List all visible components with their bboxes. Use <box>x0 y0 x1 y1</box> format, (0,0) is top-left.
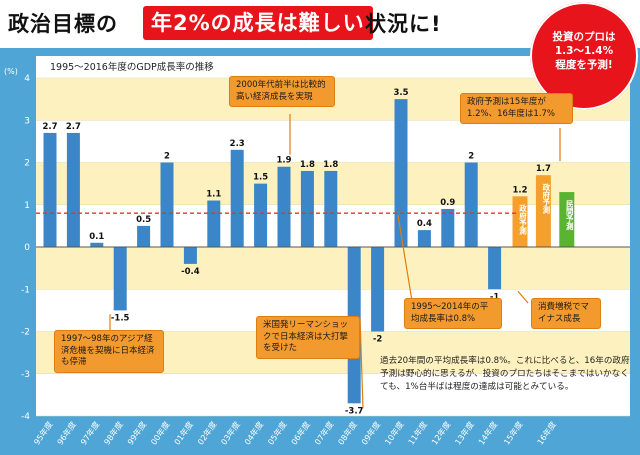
bar <box>66 132 80 247</box>
bar <box>371 247 385 332</box>
bar <box>464 162 478 247</box>
callout-pointer <box>359 317 364 409</box>
bar <box>160 162 174 247</box>
callout-average: 1995～2014年の平均成長率は0.8% <box>404 298 502 329</box>
bar <box>137 225 151 247</box>
title-highlight: 年2%の成長は難しい <box>143 6 373 40</box>
forecast-bar <box>512 196 528 247</box>
bar-value-label: 1.9 <box>276 156 291 166</box>
forecast-bar-label: 民間予測 <box>565 200 574 232</box>
badge-line-3: 程度を予測! <box>555 59 613 71</box>
bar-value-label: 0.4 <box>417 219 432 229</box>
chart-subtitle: 1995～2016年度のGDP成長率の推移 <box>50 61 214 73</box>
bar-value-label: 2 <box>164 152 170 162</box>
bar-value-label: -1 <box>490 292 500 302</box>
bar <box>43 132 57 247</box>
bar <box>254 183 268 247</box>
title-suffix: 状況に! <box>365 12 442 36</box>
callout-asia-crisis: 1997～98年のアジア経済危機を契機に日本経済も停滞 <box>54 330 164 373</box>
bar-value-label: 0.9 <box>440 198 455 208</box>
bar-value-label: 1.7 <box>536 164 551 174</box>
callout-gov-forecast: 政府予測は15年度が1.2%、16年度は1.7% <box>460 93 573 124</box>
bar-value-label: 1.8 <box>323 160 338 170</box>
bar <box>441 208 455 247</box>
bar-value-label: -1.5 <box>111 313 130 323</box>
bar-value-label: 2.7 <box>66 122 81 132</box>
callout-pointer <box>397 215 413 302</box>
callout-tax-hike: 消費増税でマイナス成長 <box>531 298 601 329</box>
y-tick-label: 2 <box>24 159 30 169</box>
y-tick-label: -2 <box>21 328 30 338</box>
bar <box>394 99 408 247</box>
bar-value-label: 0.5 <box>136 215 151 225</box>
forecast-bar-label: 政府予測 <box>518 203 527 236</box>
y-tick-label: 4 <box>24 74 30 84</box>
callout-lehman: 米国発リーマンショックで日本経済は大打撃を受けた <box>256 316 360 359</box>
badge-line-2: 1.3～1.4% <box>554 45 614 57</box>
bar-value-label: 2.3 <box>230 139 245 149</box>
bar-value-label: 1.1 <box>206 190 221 200</box>
bar <box>90 242 104 247</box>
badge-line-1: 投資のプロは <box>552 31 616 43</box>
y-tick-label: 3 <box>24 116 30 126</box>
title-prefix: 政治目標の <box>8 12 118 36</box>
gdp-growth-chart: 1995～2016年度のGDP成長率の推移 (%) 4 3 2 1 0 -1 -2 -3 -4 2.7… <box>0 48 640 455</box>
bar <box>488 247 502 290</box>
bar-value-label: 1.2 <box>512 185 527 195</box>
bar <box>183 247 197 264</box>
bar-value-label: 2.7 <box>42 122 57 132</box>
bar-value-label: 0.1 <box>89 232 104 242</box>
bar-value-label: 2 <box>468 152 474 162</box>
y-unit-label: (%) <box>4 67 18 76</box>
summary-note: 過去20年間の平均成長率は0.8%。これに比べると、16年の政府予測は野心的に思… <box>380 356 630 392</box>
bar-value-label: 1.8 <box>300 160 315 170</box>
forecast-bar-label: 政府予測 <box>542 182 551 215</box>
callout-pointer <box>517 290 529 304</box>
bar <box>277 166 291 247</box>
bar <box>324 170 338 247</box>
callout-early-2000s: 2000年代前半は比較的高い経済成長を実現 <box>229 76 335 107</box>
y-tick-label: -3 <box>21 370 30 380</box>
forecast-bar <box>559 192 575 247</box>
bar-value-label: -3.7 <box>345 406 364 416</box>
bar <box>230 149 244 247</box>
bar <box>113 247 127 311</box>
y-tick-label: -4 <box>21 412 30 422</box>
y-tick-label: 1 <box>24 201 30 211</box>
bar <box>300 170 314 247</box>
y-tick-label: -1 <box>21 285 30 295</box>
bar <box>417 230 431 247</box>
bar <box>207 200 221 247</box>
y-tick-label: 0 <box>24 243 30 253</box>
bar-value-label: -2 <box>373 335 383 345</box>
title-row: 政治目標の 年2%の成長は難しい 状況に! <box>0 0 640 48</box>
grid-band <box>36 247 630 290</box>
forecast-badge: 投資のプロは 1.3～1.4% 程度を予測! <box>530 2 638 110</box>
bar-value-label: 1.5 <box>253 173 268 183</box>
bar-value-label: 3.5 <box>393 88 408 98</box>
bar-value-label: -0.4 <box>181 267 200 277</box>
forecast-bar <box>535 175 551 247</box>
